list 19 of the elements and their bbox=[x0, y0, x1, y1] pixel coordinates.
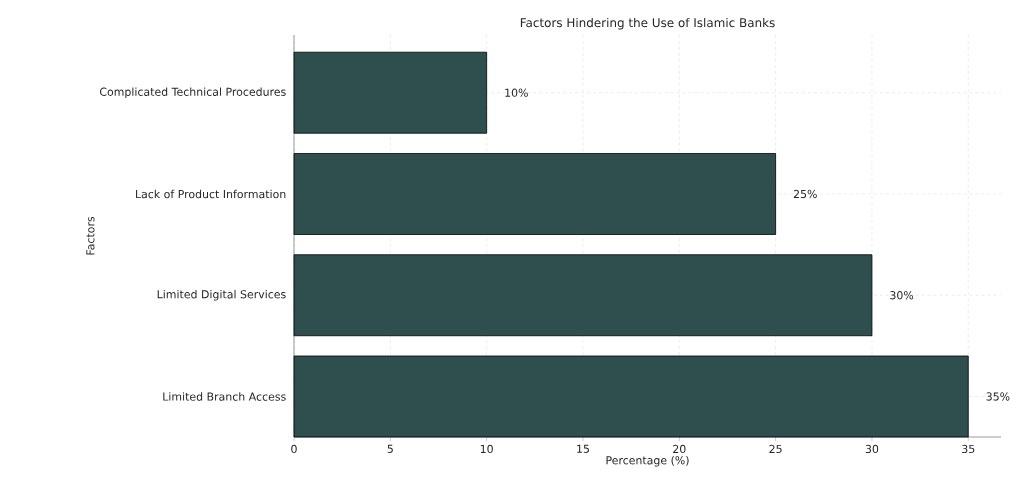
data-label: 35% bbox=[986, 392, 1010, 401]
x-tick-label: 10 bbox=[480, 444, 493, 454]
chart-title: Factors Hindering the Use of Islamic Banks bbox=[520, 17, 775, 30]
data-label: 25% bbox=[793, 189, 817, 199]
x-tick-label: 20 bbox=[673, 444, 686, 454]
y-axis-title: Factors bbox=[86, 216, 95, 255]
data-label: 30% bbox=[890, 291, 914, 300]
y-tick-label: Complicated Technical Procedures bbox=[99, 87, 286, 99]
y-tick-label: Limited Digital Services bbox=[157, 289, 286, 301]
x-tick-label: 25 bbox=[769, 444, 782, 454]
x-tick-label: 30 bbox=[865, 444, 879, 454]
x-tick-label: 5 bbox=[387, 444, 393, 453]
data-label: 10% bbox=[505, 88, 528, 97]
x-axis-title: Percentage (%) bbox=[606, 455, 689, 467]
y-tick-label: Lack of Product Information bbox=[136, 189, 286, 199]
x-tick-label: 35 bbox=[962, 444, 975, 454]
x-tick-label: 15 bbox=[577, 444, 589, 453]
y-tick-label: Limited Branch Access bbox=[163, 392, 286, 401]
x-tick-label: 0 bbox=[291, 444, 297, 454]
